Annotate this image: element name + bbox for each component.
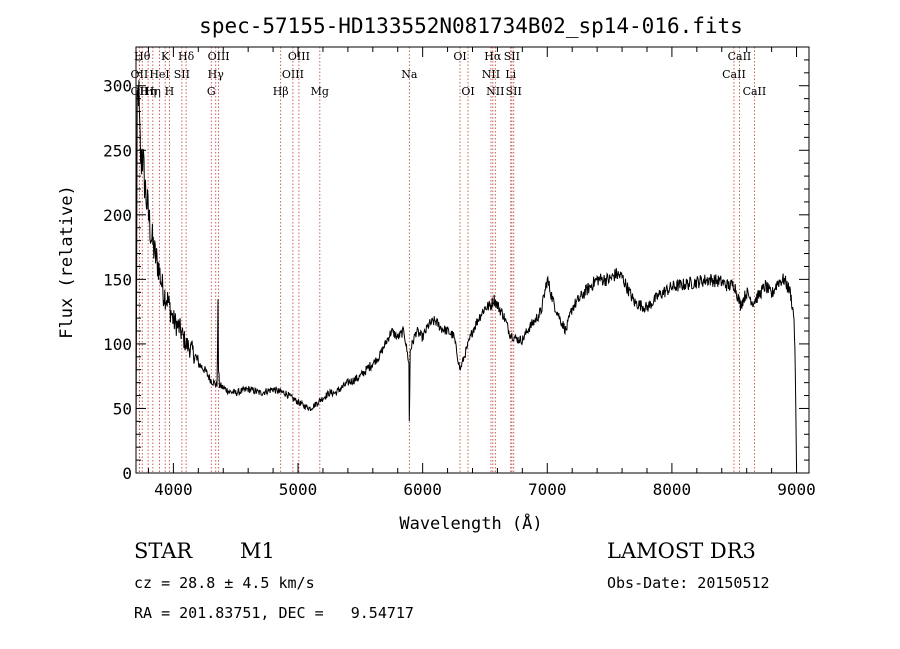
- line-label-11: Hγ: [208, 68, 225, 81]
- x-axis-label: Wavelength (Å): [399, 512, 542, 534]
- chart-title: spec-57155-HD133552N081734B02_sp14-016.f…: [199, 14, 743, 38]
- y-tick-label: 200: [103, 206, 132, 225]
- observation-date: Obs-Date: 20150512: [607, 574, 770, 592]
- line-label-13: Hβ: [273, 85, 289, 98]
- x-tick-label: 8000: [653, 480, 692, 499]
- coordinates: RA = 201.83751, DEC = 9.54717: [134, 604, 414, 622]
- line-label-23: Li: [505, 68, 516, 81]
- survey-name: LAMOST DR3: [607, 539, 756, 563]
- y-axis: 0 50 100 150 200 250 300: [103, 59, 809, 483]
- y-tick-label: 0: [122, 464, 132, 483]
- x-axis: 4000 5000 6000 7000 8000 9000: [147, 47, 816, 499]
- spectral-line-labels: OIIOIIHθHηHηHeIKHSIIHδGHγOIIIHβOIIIOIIIM…: [131, 50, 767, 98]
- line-label-22: NII: [486, 85, 504, 98]
- line-label-6: K: [161, 50, 170, 63]
- line-label-28: CaII: [743, 85, 767, 98]
- y-tick-label: 150: [103, 270, 132, 289]
- line-label-14: OIII: [282, 68, 304, 81]
- line-label-10: G: [207, 85, 216, 98]
- line-label-25: SII: [506, 85, 522, 98]
- y-axis-label: Flux (relative): [57, 185, 77, 339]
- line-label-7: H: [165, 85, 175, 98]
- line-label-8: SII: [174, 68, 190, 81]
- line-label-16: Mg: [311, 85, 329, 98]
- line-label-20: NII: [482, 68, 500, 81]
- y-tick-label: 300: [103, 77, 132, 96]
- spectrum-line: [135, 80, 797, 467]
- line-label-0: OII: [131, 68, 149, 81]
- object-class: STAR: [134, 539, 193, 563]
- line-label-15: OIII: [288, 50, 310, 63]
- line-label-9: Hδ: [178, 50, 195, 63]
- spectral-line-markers: [138, 47, 755, 473]
- redshift-readout: cz = 28.8 ± 4.5 km/s: [134, 574, 315, 592]
- y-tick-label: 50: [113, 399, 132, 418]
- line-label-18: OI: [453, 50, 466, 63]
- line-label-19: OI: [461, 85, 474, 98]
- plot-frame: [135, 46, 810, 474]
- line-label-12: OIII: [208, 50, 230, 63]
- line-label-17: Na: [401, 68, 418, 81]
- x-tick-label: 4000: [154, 480, 193, 499]
- x-tick-label: 9000: [777, 480, 816, 499]
- line-label-27: CaII: [728, 50, 752, 63]
- x-tick-label: 5000: [279, 480, 318, 499]
- x-tick-label: 6000: [403, 480, 442, 499]
- y-tick-label: 100: [103, 335, 132, 354]
- object-subclass: M1: [240, 539, 275, 563]
- line-label-3: Hη: [140, 85, 156, 98]
- line-label-4: Hη: [145, 85, 161, 98]
- line-label-5: HeI: [149, 68, 169, 81]
- line-label-24: SII: [504, 50, 520, 63]
- line-label-21: Hα: [484, 50, 502, 63]
- y-tick-label: 250: [103, 141, 132, 160]
- x-tick-label: 7000: [528, 480, 567, 499]
- line-label-26: CaII: [722, 68, 746, 81]
